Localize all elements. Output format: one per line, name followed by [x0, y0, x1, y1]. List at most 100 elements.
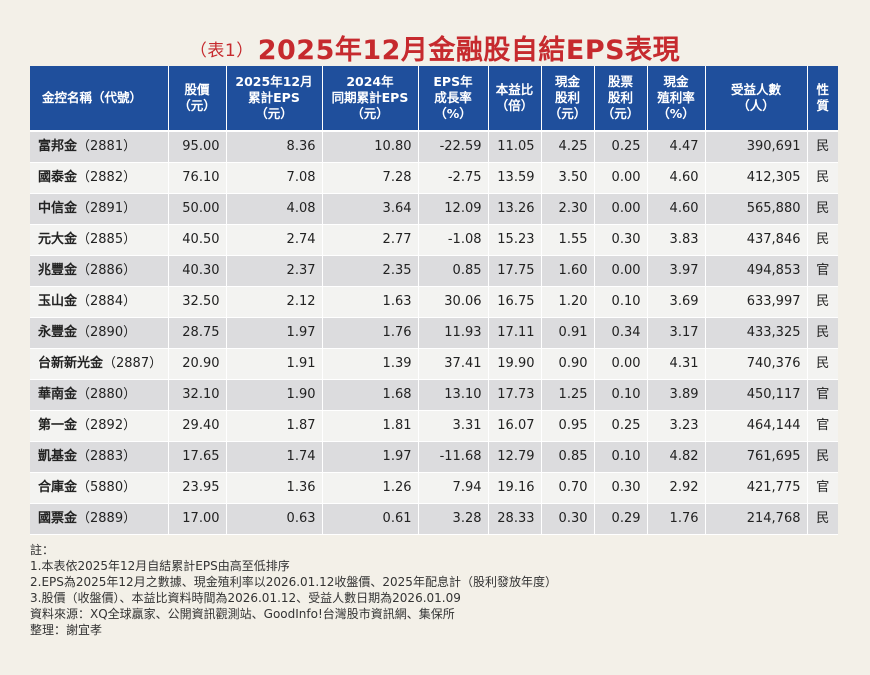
- cash-yield-cell: 3.69: [646, 286, 705, 318]
- header-eps-2024: 2024年 同期累計EPS （元）: [321, 66, 418, 132]
- company-code: （5880）: [77, 480, 137, 495]
- holders-cell: 450,117: [704, 379, 807, 411]
- company-code: （2886）: [77, 263, 137, 278]
- note-line: 3.股價（收盤價）、本益比資料時間為2026.01.12、受益人數日期為2026…: [30, 591, 461, 605]
- table-row: 國泰金（2882） 76.10 7.08 7.28 -2.75 13.59 3.50 0.00…: [30, 162, 838, 194]
- pe-cell: 13.26: [487, 193, 541, 225]
- header-cash-yield-line: 現金: [663, 74, 689, 89]
- header-holders-line: 受益人數: [730, 82, 781, 97]
- header-cash-dividend-line: 股利: [554, 90, 580, 105]
- eps-table: 金控名稱（代號） 股價 （元） 2025年12月 累計EPS （元） 2024年 同期累計EP…: [30, 66, 838, 535]
- price-cell: 76.10: [167, 162, 226, 194]
- price-cell: 50.00: [167, 193, 226, 225]
- company-code: （2892）: [77, 418, 137, 433]
- header-eps-2025: 2025年12月 累計EPS （元）: [225, 66, 322, 132]
- header-eps-2024-line: 2024年: [346, 74, 394, 89]
- eps-2025-cell: 1.74: [225, 441, 322, 473]
- cash-dividend-cell: 1.60: [540, 255, 594, 287]
- eps-growth-cell: -1.08: [417, 224, 488, 256]
- stock-dividend-cell: 0.00: [593, 193, 647, 225]
- eps-2024-cell: 1.81: [321, 410, 418, 442]
- company-code: （2884）: [77, 294, 137, 309]
- eps-2024-cell: 1.97: [321, 441, 418, 473]
- company-name: 凱基金: [38, 449, 78, 464]
- price-cell: 17.65: [167, 441, 226, 473]
- type-cell: 民: [806, 348, 838, 380]
- company-code: （2890）: [77, 325, 137, 340]
- eps-2025-cell: 1.36: [225, 472, 322, 504]
- stock-dividend-cell: 0.10: [593, 379, 647, 411]
- company-name: 玉山金: [38, 294, 78, 309]
- note-line: 1.本表依2025年12月自結累計EPS由高至低排序: [30, 559, 290, 573]
- stock-dividend-cell: 0.25: [593, 131, 647, 163]
- company-cell: 第一金（2892）: [30, 410, 168, 442]
- cash-dividend-cell: 0.91: [540, 317, 594, 349]
- eps-2024-cell: 2.35: [321, 255, 418, 287]
- header-price-line: （元）: [178, 98, 216, 113]
- note-line: 2.EPS為2025年12月之數據、現金殖利率以2026.01.12收盤價、20…: [30, 575, 557, 589]
- price-cell: 28.75: [167, 317, 226, 349]
- stock-dividend-cell: 0.30: [593, 224, 647, 256]
- stock-dividend-cell: 0.30: [593, 472, 647, 504]
- table-row: 兆豐金（2886） 40.30 2.37 2.35 0.85 17.75 1.60 0.00 3…: [30, 255, 838, 287]
- cash-yield-cell: 3.97: [646, 255, 705, 287]
- header-eps-2025-line: 2025年12月: [235, 74, 313, 89]
- type-cell: 官: [806, 472, 838, 504]
- type-cell: 民: [806, 162, 838, 194]
- header-eps-2025-line: （元）: [255, 106, 293, 121]
- company-cell: 永豐金（2890）: [30, 317, 168, 349]
- eps-growth-cell: -2.75: [417, 162, 488, 194]
- price-cell: 40.50: [167, 224, 226, 256]
- header-eps-2024-line: （元）: [351, 106, 389, 121]
- company-cell: 台新新光金（2887）: [30, 348, 168, 380]
- pe-cell: 28.33: [487, 503, 541, 535]
- company-code: （2887）: [103, 356, 163, 371]
- eps-2025-cell: 2.37: [225, 255, 322, 287]
- table-row: 合庫金（5880） 23.95 1.36 1.26 7.94 19.16 0.70 0.30 2…: [30, 472, 838, 504]
- eps-growth-cell: -22.59: [417, 131, 488, 163]
- stock-dividend-cell: 0.25: [593, 410, 647, 442]
- title-text: 2025年12月金融股自結EPS表現: [257, 35, 681, 66]
- table-row: 第一金（2892） 29.40 1.87 1.81 3.31 16.07 0.95 0.25 3…: [30, 410, 838, 442]
- cash-dividend-cell: 1.25: [540, 379, 594, 411]
- holders-cell: 633,997: [704, 286, 807, 318]
- cash-yield-cell: 3.17: [646, 317, 705, 349]
- company-cell: 國票金（2889）: [30, 503, 168, 535]
- company-code: （2889）: [77, 511, 137, 526]
- cash-yield-cell: 2.92: [646, 472, 705, 504]
- cash-dividend-cell: 0.85: [540, 441, 594, 473]
- cash-dividend-cell: 1.55: [540, 224, 594, 256]
- eps-2025-cell: 4.08: [225, 193, 322, 225]
- table-row: 永豐金（2890） 28.75 1.97 1.76 11.93 17.11 0.91 0.34…: [30, 317, 838, 349]
- eps-2024-cell: 1.39: [321, 348, 418, 380]
- notes-heading: 註：: [30, 543, 55, 557]
- header-stock-dividend: 股票 股利 （元）: [593, 66, 647, 132]
- holders-cell: 433,325: [704, 317, 807, 349]
- stock-dividend-cell: 0.10: [593, 286, 647, 318]
- eps-growth-cell: 11.93: [417, 317, 488, 349]
- pe-cell: 17.11: [487, 317, 541, 349]
- stock-dividend-cell: 0.29: [593, 503, 647, 535]
- table-row: 中信金（2891） 50.00 4.08 3.64 12.09 13.26 2.30 0.00…: [30, 193, 838, 225]
- company-name: 國泰金: [38, 170, 78, 185]
- header-cash-dividend-line: 現金: [554, 74, 580, 89]
- eps-2024-cell: 1.26: [321, 472, 418, 504]
- company-name: 華南金: [38, 387, 78, 402]
- header-cash-yield-line: （%）: [657, 106, 695, 121]
- cash-dividend-cell: 2.30: [540, 193, 594, 225]
- header-pe-line: 本益比: [495, 82, 534, 97]
- cash-yield-cell: 3.83: [646, 224, 705, 256]
- cash-dividend-cell: 0.95: [540, 410, 594, 442]
- company-code: （2891）: [77, 201, 137, 216]
- eps-2024-cell: 1.76: [321, 317, 418, 349]
- eps-2024-cell: 1.68: [321, 379, 418, 411]
- table-row: 玉山金（2884） 32.50 2.12 1.63 30.06 16.75 1.20 0.10…: [30, 286, 838, 318]
- pe-cell: 12.79: [487, 441, 541, 473]
- pe-cell: 19.90: [487, 348, 541, 380]
- price-cell: 95.00: [167, 131, 226, 163]
- type-cell: 民: [806, 131, 838, 163]
- stock-dividend-cell: 0.10: [593, 441, 647, 473]
- holders-cell: 565,880: [704, 193, 807, 225]
- table-header: 金控名稱（代號） 股價 （元） 2025年12月 累計EPS （元） 2024年 同期累計EP…: [30, 66, 838, 132]
- company-name: 元大金: [38, 232, 78, 247]
